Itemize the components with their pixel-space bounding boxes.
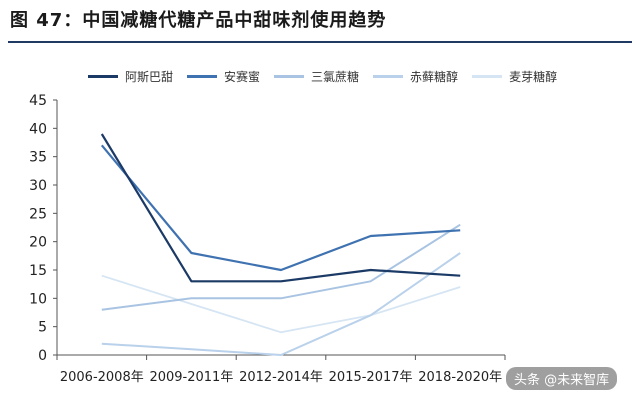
legend-swatch bbox=[88, 75, 118, 78]
legend-label: 安赛蜜 bbox=[224, 70, 261, 84]
series-line-2 bbox=[101, 223, 461, 311]
y-tick-label: 45 bbox=[29, 93, 47, 109]
legend-swatch bbox=[472, 75, 503, 78]
legend-swatch bbox=[274, 75, 305, 78]
legend-label: 三氯蔗糖 bbox=[311, 70, 360, 84]
x-tick-label: 2018-2020年 bbox=[418, 370, 502, 385]
x-tick-label: 2006-2008年 bbox=[60, 370, 144, 385]
y-tick-label: 25 bbox=[29, 206, 47, 222]
x-tick-label: 2009-2011年 bbox=[149, 370, 233, 385]
y-tick-label: 0 bbox=[38, 348, 47, 364]
legend-label: 赤藓糖醇 bbox=[410, 70, 459, 84]
y-tick-label: 35 bbox=[29, 150, 47, 166]
figure-title: 图 47：中国减糖代糖产品中甜味剂使用趋势 bbox=[10, 10, 387, 31]
title-rule bbox=[8, 41, 632, 43]
y-tick-label: 15 bbox=[29, 263, 47, 279]
series-line-1 bbox=[100, 144, 461, 272]
watermark: 头条 @未来智库 bbox=[506, 367, 618, 390]
legend-swatch bbox=[187, 75, 218, 78]
chart-legend: 阿斯巴甜 安赛蜜 三氯蔗糖 赤藓糖醇 麦芽糖醇 bbox=[88, 68, 571, 85]
x-tick-label: 2015-2017年 bbox=[329, 370, 413, 385]
y-tick-label: 20 bbox=[29, 235, 47, 251]
legend-item-maltitol: 麦芽糖醇 bbox=[472, 68, 557, 85]
legend-swatch bbox=[373, 75, 404, 78]
legend-item-sucralose: 三氯蔗糖 bbox=[274, 68, 359, 85]
legend-item-erythritol: 赤藓糖醇 bbox=[373, 68, 458, 85]
legend-label: 阿斯巴甜 bbox=[125, 70, 174, 84]
y-tick-label: 5 bbox=[38, 320, 47, 336]
series-line-3 bbox=[101, 252, 461, 356]
x-tick-label: 2012-2014年 bbox=[239, 370, 323, 385]
y-tick-label: 10 bbox=[29, 291, 47, 307]
series-line-0 bbox=[100, 133, 461, 283]
legend-item-aspartame: 阿斯巴甜 bbox=[88, 68, 173, 85]
legend-item-acesulfame: 安赛蜜 bbox=[187, 68, 260, 85]
y-tick-label: 40 bbox=[29, 121, 47, 137]
y-tick-label: 30 bbox=[29, 178, 47, 194]
series-line-4 bbox=[101, 274, 461, 334]
legend-label: 麦芽糖醇 bbox=[509, 70, 558, 84]
